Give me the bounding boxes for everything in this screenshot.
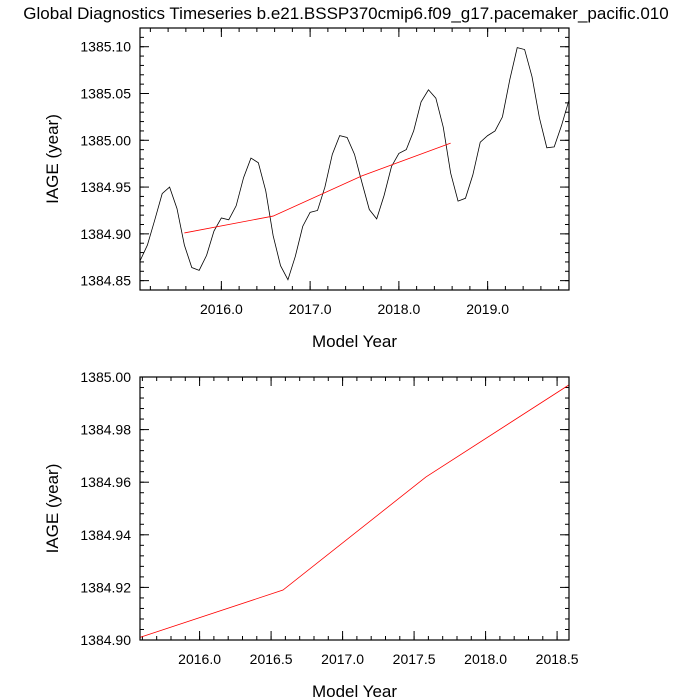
top-y-axis-label: IAGE (year) [43, 114, 62, 204]
top-y-tick-label: 1384.85 [80, 273, 131, 289]
bottom-y-tick-label: 1384.98 [80, 422, 131, 438]
top-x-tick-label: 2016.0 [200, 301, 243, 317]
top-y-tick-label: 1384.95 [80, 179, 131, 195]
bottom-x-tick-label: 2016.5 [250, 651, 293, 667]
figure-title: Global Diagnostics Timeseries b.e21.BSSP… [23, 4, 668, 23]
top-x-tick-label: 2017.0 [289, 301, 332, 317]
top-y-tick-label: 1385.00 [80, 132, 131, 148]
bottom-x-tick-label: 2017.0 [321, 651, 364, 667]
bottom-y-tick-label: 1384.92 [80, 579, 131, 595]
bottom-x-axis-label: Model Year [312, 682, 397, 700]
top-y-tick-label: 1385.10 [80, 39, 131, 55]
bottom-y-tick-label: 1384.90 [80, 632, 131, 648]
bottom-panel: IAGE (year) Model Year 1384.90 1384.92 138… [43, 369, 579, 700]
bottom-x-tick-label: 2016.0 [178, 651, 221, 667]
top-y-tick-label: 1385.05 [80, 86, 131, 102]
bottom-y-axis-label: IAGE (year) [43, 464, 62, 554]
top-series-annual-mean-line [184, 142, 451, 234]
bottom-plot-frame [139, 376, 570, 641]
bottom-x-tick-label: 2017.5 [393, 651, 436, 667]
bottom-series-annual-mean-line [139, 384, 570, 638]
bottom-x-tick-label: 2018.5 [536, 651, 579, 667]
bottom-y-tick-label: 1384.96 [80, 474, 131, 490]
top-plot-frame [139, 27, 570, 291]
top-x-tick-label: 2018.0 [377, 301, 420, 317]
top-x-tick-label: 2019.0 [466, 301, 509, 317]
top-panel: IAGE (year) Model Year 1384.85 1384.90 138… [43, 27, 570, 351]
bottom-y-tick-label: 1385.00 [80, 369, 131, 385]
bottom-y-tick-label: 1384.94 [80, 527, 131, 543]
top-x-axis-label: Model Year [312, 332, 397, 351]
bottom-x-tick-label: 2018.0 [464, 651, 507, 667]
top-y-tick-label: 1384.90 [80, 226, 131, 242]
top-series-monthly-line [139, 47, 570, 281]
